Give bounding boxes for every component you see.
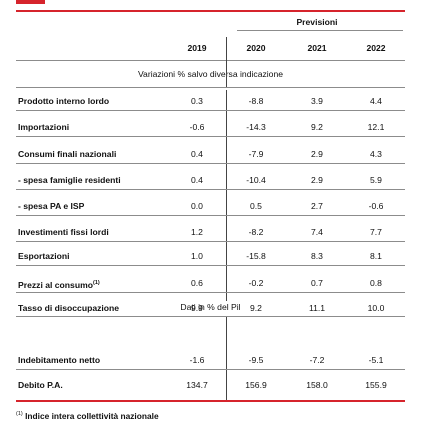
cell-value: 0.4	[191, 175, 203, 185]
cell-value: 8.3	[311, 251, 323, 261]
row-label: Debito P.A.	[18, 380, 63, 390]
cell-value: -5.1	[368, 355, 384, 365]
cell-value: 2.7	[311, 201, 323, 211]
row-rule	[16, 163, 405, 164]
cell-value: 9.2	[311, 122, 323, 132]
year-header: 2019	[187, 43, 207, 53]
cell-value: 7.4	[311, 227, 323, 237]
cell-value: -1.6	[189, 355, 205, 365]
cell-value: 8.1	[370, 251, 382, 261]
footnote-ref: (1)	[92, 280, 100, 286]
subheader-rule	[16, 316, 405, 317]
cell-value: 3.9	[311, 96, 323, 106]
cell-value: 9.2	[250, 303, 262, 313]
cell-value: 0.3	[191, 96, 203, 106]
subheader: Dati in % del Pil	[180, 302, 241, 312]
cell-value: 0.8	[370, 278, 382, 288]
bottom-rule	[16, 400, 405, 402]
cell-value: -10.4	[246, 175, 266, 185]
cell-value: 134.7	[186, 380, 208, 390]
cell-value: -0.6	[368, 201, 384, 211]
year-header: 2020	[246, 43, 266, 53]
row-label: Consumi finali nazionali	[18, 149, 117, 159]
cell-value: -8.8	[248, 96, 264, 106]
cell-value: -0.2	[248, 278, 264, 288]
row-label: Tasso di disoccupazione	[18, 303, 120, 313]
cell-value: 4.4	[370, 96, 382, 106]
cell-value: 158.0	[306, 380, 328, 390]
row-rule	[16, 265, 405, 266]
row-label: Prodotto interno lordo	[18, 96, 110, 106]
cell-value: 11.1	[308, 303, 326, 313]
row-label: Esportazioni	[18, 251, 70, 261]
header-rule	[16, 60, 405, 61]
cell-value: 0.5	[250, 201, 262, 211]
subheader: Variazioni % salvo diversa indicazione	[137, 69, 284, 79]
row-rule	[16, 241, 405, 242]
row-rule	[16, 110, 405, 111]
cell-value: -7.9	[248, 149, 264, 159]
cell-value: 1.0	[191, 251, 203, 261]
cell-value: 0.4	[191, 149, 203, 159]
cell-value: -8.2	[248, 227, 264, 237]
subheader-rule	[16, 87, 405, 88]
cell-value: -15.8	[246, 251, 266, 261]
column-divider	[226, 90, 227, 301]
footnote: (1) Indice intera collettività nazionale	[16, 409, 159, 422]
row-label: Indebitamento netto	[18, 355, 101, 365]
cell-value: 12.1	[367, 122, 385, 132]
row-rule	[16, 189, 405, 190]
cell-value: 156.9	[245, 380, 267, 390]
cell-value: 2.9	[311, 175, 323, 185]
cell-value: -0.6	[189, 122, 205, 132]
row-label: Importazioni	[18, 122, 70, 132]
cell-value: 155.9	[365, 380, 387, 390]
title-tab	[16, 0, 45, 4]
footnote-text: Indice intera collettività nazionale	[25, 410, 159, 421]
row-label: - spesa PA e ISP	[18, 201, 85, 211]
cell-value: 0.0	[191, 201, 203, 211]
cell-value: 7.7	[370, 227, 382, 237]
cell-value: -7.2	[309, 355, 325, 365]
row-rule	[16, 292, 405, 293]
row-rule	[16, 136, 405, 137]
cell-value: 4.3	[370, 149, 382, 159]
year-header: 2022	[366, 43, 386, 53]
row-label: Prezzi al consumo(1)	[18, 279, 100, 290]
row-rule	[16, 215, 405, 216]
row-rule	[16, 369, 405, 370]
column-divider	[226, 37, 227, 87]
footnote-mark: (1)	[16, 411, 23, 417]
cell-value: 2.9	[311, 149, 323, 159]
cell-value: 0.7	[311, 278, 323, 288]
cell-value: -9.5	[248, 355, 264, 365]
cell-value: 1.2	[191, 227, 203, 237]
previsioni-label: Previsioni	[296, 17, 338, 27]
cell-value: 10.0	[367, 303, 385, 313]
top-rule	[16, 10, 405, 12]
row-label: - spesa famiglie residenti	[18, 175, 121, 185]
column-divider	[226, 317, 227, 400]
cell-value: -14.3	[246, 122, 266, 132]
year-header: 2021	[307, 43, 327, 53]
cell-value: 5.9	[370, 175, 382, 185]
previsioni-underline	[237, 30, 403, 31]
row-label: Investimenti fissi lordi	[18, 227, 109, 237]
cell-value: 0.6	[191, 278, 203, 288]
cell-value: 9.9	[191, 303, 203, 313]
